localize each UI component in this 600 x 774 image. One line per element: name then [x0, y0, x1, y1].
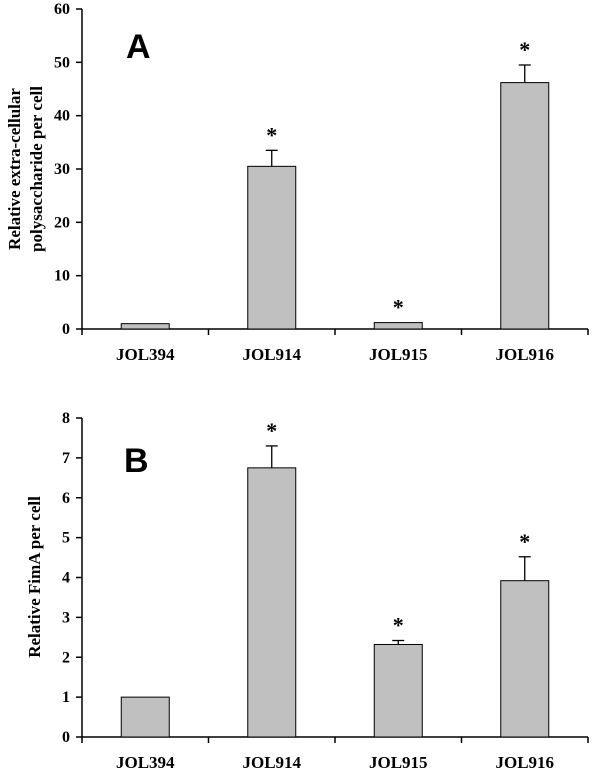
category-label: JOL394 [116, 753, 175, 772]
y-tick-label: 30 [54, 161, 70, 178]
bar-jol916 [500, 82, 550, 330]
y-tick-label: 40 [54, 108, 70, 125]
chart-panel-a: 0 10 20 30 40 50 60 JOL394 * JOL914 * JOL915 * JOL916… [5, 1, 589, 364]
chart-panel-b: 0 1 2 3 4 5 6 7 8 JOL394 * JOL914 * JOL915 * JOL916 B Rel… [25, 410, 589, 772]
category-label: JOL914 [242, 345, 301, 364]
category-label: JOL916 [495, 345, 554, 364]
y-tick-label: 2 [62, 649, 70, 666]
y-tick-label: 60 [54, 1, 70, 18]
bar-jol916 [500, 580, 550, 738]
significance-marker: * [266, 122, 277, 147]
y-tick-label: 4 [62, 570, 70, 587]
y-tick-label: 1 [62, 689, 70, 706]
bar-jol394 [120, 323, 170, 330]
y-tick-label: 0 [62, 729, 70, 746]
y-tick-label: 20 [54, 214, 70, 231]
y-axis-title: Relative extra-cellular [5, 88, 24, 250]
y-tick-label: 6 [62, 490, 70, 507]
y-tick-label: 5 [62, 530, 70, 547]
y-tick-label: 8 [62, 410, 70, 427]
y-tick-label: 50 [54, 54, 70, 71]
category-label: JOL915 [369, 753, 428, 772]
category-label: JOL394 [116, 345, 175, 364]
bar-jol914 [247, 467, 297, 738]
significance-marker: * [266, 418, 277, 443]
y-tick-label: 10 [54, 268, 70, 285]
y-tick-label: 3 [62, 609, 70, 626]
category-label: JOL916 [495, 753, 554, 772]
bar-jol394 [120, 696, 170, 738]
y-tick-label: 7 [62, 450, 70, 467]
significance-marker: * [519, 37, 530, 62]
y-axis-title: polysaccharide per cell [27, 86, 46, 252]
y-axis-title: Relative FimA per cell [25, 496, 44, 658]
bar-jol915 [373, 322, 423, 330]
category-label: JOL915 [369, 345, 428, 364]
bar-jol914 [247, 165, 297, 330]
panel-letter: A [126, 28, 151, 66]
y-tick-label: 0 [62, 321, 70, 338]
significance-marker: * [393, 613, 404, 638]
panel-letter: B [124, 442, 149, 480]
bar-jol915 [373, 643, 423, 738]
significance-marker: * [519, 529, 530, 554]
significance-marker: * [393, 295, 404, 320]
category-label: JOL914 [242, 753, 301, 772]
